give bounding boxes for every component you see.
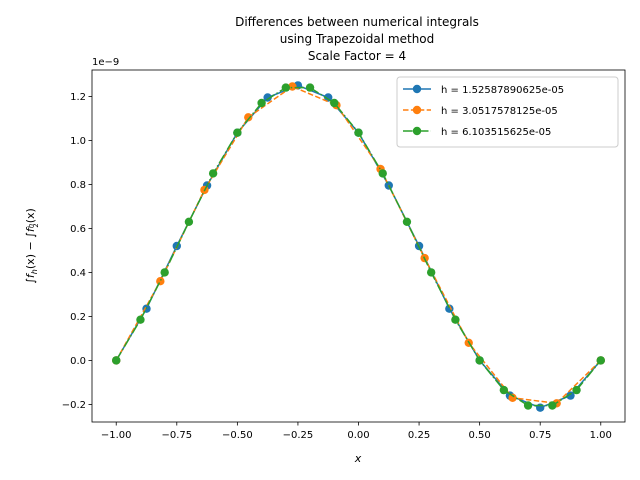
y-axis-ticks: −0.2 0.0 0.2 0.4 0.6 0.8 1.0 1.2 — [62, 92, 92, 411]
y-label-frac-num: h — [27, 224, 35, 228]
data-point — [566, 391, 575, 400]
data-point — [305, 83, 315, 92]
x-axis-ticks: −1.00 −0.75 −0.50 −0.25 0.00 0.25 0.50 0.75 1.00 — [101, 422, 612, 441]
data-point — [548, 401, 557, 410]
legend-entry: h = 3.0517578125e-05 — [403, 105, 558, 117]
x-tick-label: −1.00 — [101, 430, 132, 441]
data-point — [281, 83, 291, 92]
y-tick-label: 0.6 — [70, 224, 86, 235]
data-point — [354, 128, 363, 137]
y-label-subscript-h: h — [30, 269, 39, 274]
data-point — [184, 217, 194, 226]
data-point — [136, 315, 145, 324]
data-point — [257, 98, 266, 108]
y-label-f2: f — [24, 226, 37, 232]
legend-marker — [412, 126, 422, 136]
x-axis-label: x — [354, 452, 362, 465]
y-tick-label: 1.2 — [70, 92, 86, 103]
data-point — [156, 277, 165, 286]
legend-label: h = 3.0517578125e-05 — [441, 106, 558, 117]
data-point — [451, 315, 460, 324]
data-point — [378, 169, 387, 178]
y-tick-label: 0.4 — [70, 268, 86, 279]
y-label-integral-1: ∫ — [24, 278, 37, 284]
y-offset-label: 1e−9 — [92, 57, 119, 68]
series-layer — [112, 81, 605, 412]
x-tick-label: −0.75 — [161, 430, 192, 441]
data-point — [508, 393, 517, 402]
y-tick-label: 0.0 — [70, 356, 86, 367]
y-label-integral-2: ∫ — [24, 232, 37, 238]
y-label-frac-den: 2 — [32, 223, 40, 227]
data-point — [596, 356, 605, 365]
legend-marker — [412, 84, 422, 94]
x-tick-label: 0.00 — [347, 430, 369, 441]
data-point — [160, 268, 169, 277]
svg-text:∫fh(x) − ∫fh2(x): ∫fh(x) − ∫fh2(x) — [24, 208, 40, 284]
legend-label: h = 6.103515625e-05 — [441, 127, 551, 138]
data-point — [233, 128, 242, 137]
title-line-2: using Trapezoidal method — [280, 32, 435, 46]
data-point — [475, 356, 484, 365]
y-tick-label: −0.2 — [62, 400, 86, 411]
data-point — [523, 401, 533, 410]
x-tick-label: 0.25 — [408, 430, 430, 441]
data-point — [330, 98, 339, 108]
data-point — [112, 356, 121, 365]
legend-label: h = 1.52587890625e-05 — [441, 85, 564, 96]
data-point — [426, 268, 436, 277]
data-point — [208, 169, 218, 178]
y-tick-label: 1.0 — [70, 136, 86, 147]
y-tick-label: 0.2 — [70, 312, 86, 323]
series-3 — [112, 83, 605, 410]
y-label-f: f — [24, 272, 37, 278]
data-point — [288, 82, 297, 91]
data-point — [263, 93, 272, 102]
title-line-3: Scale Factor = 4 — [308, 49, 406, 63]
x-tick-label: −0.25 — [283, 430, 314, 441]
y-axis-label: ∫fh(x) − ∫fh2(x) — [24, 208, 40, 284]
data-point — [572, 385, 581, 395]
x-tick-label: −0.50 — [222, 430, 253, 441]
y-label-x-minus: (x) − — [24, 238, 37, 269]
x-tick-label: 0.75 — [529, 430, 551, 441]
y-label-x2: (x) — [24, 208, 37, 223]
legend-entry: h = 6.103515625e-05 — [403, 126, 551, 138]
data-point — [402, 217, 412, 226]
legend-marker — [412, 105, 422, 115]
chart-title: Differences between numerical integrals … — [235, 15, 479, 63]
legend-entry: h = 1.52587890625e-05 — [403, 84, 564, 96]
y-tick-label: 0.8 — [70, 180, 86, 191]
data-point — [244, 113, 253, 122]
legend: h = 1.52587890625e-05 h = 3.0517578125e-0… — [396, 76, 619, 148]
legend-box — [396, 76, 619, 148]
x-tick-label: 0.50 — [469, 430, 491, 441]
title-line-1: Differences between numerical integrals — [235, 15, 479, 29]
data-point — [499, 385, 509, 395]
x-tick-label: 1.00 — [590, 430, 612, 441]
